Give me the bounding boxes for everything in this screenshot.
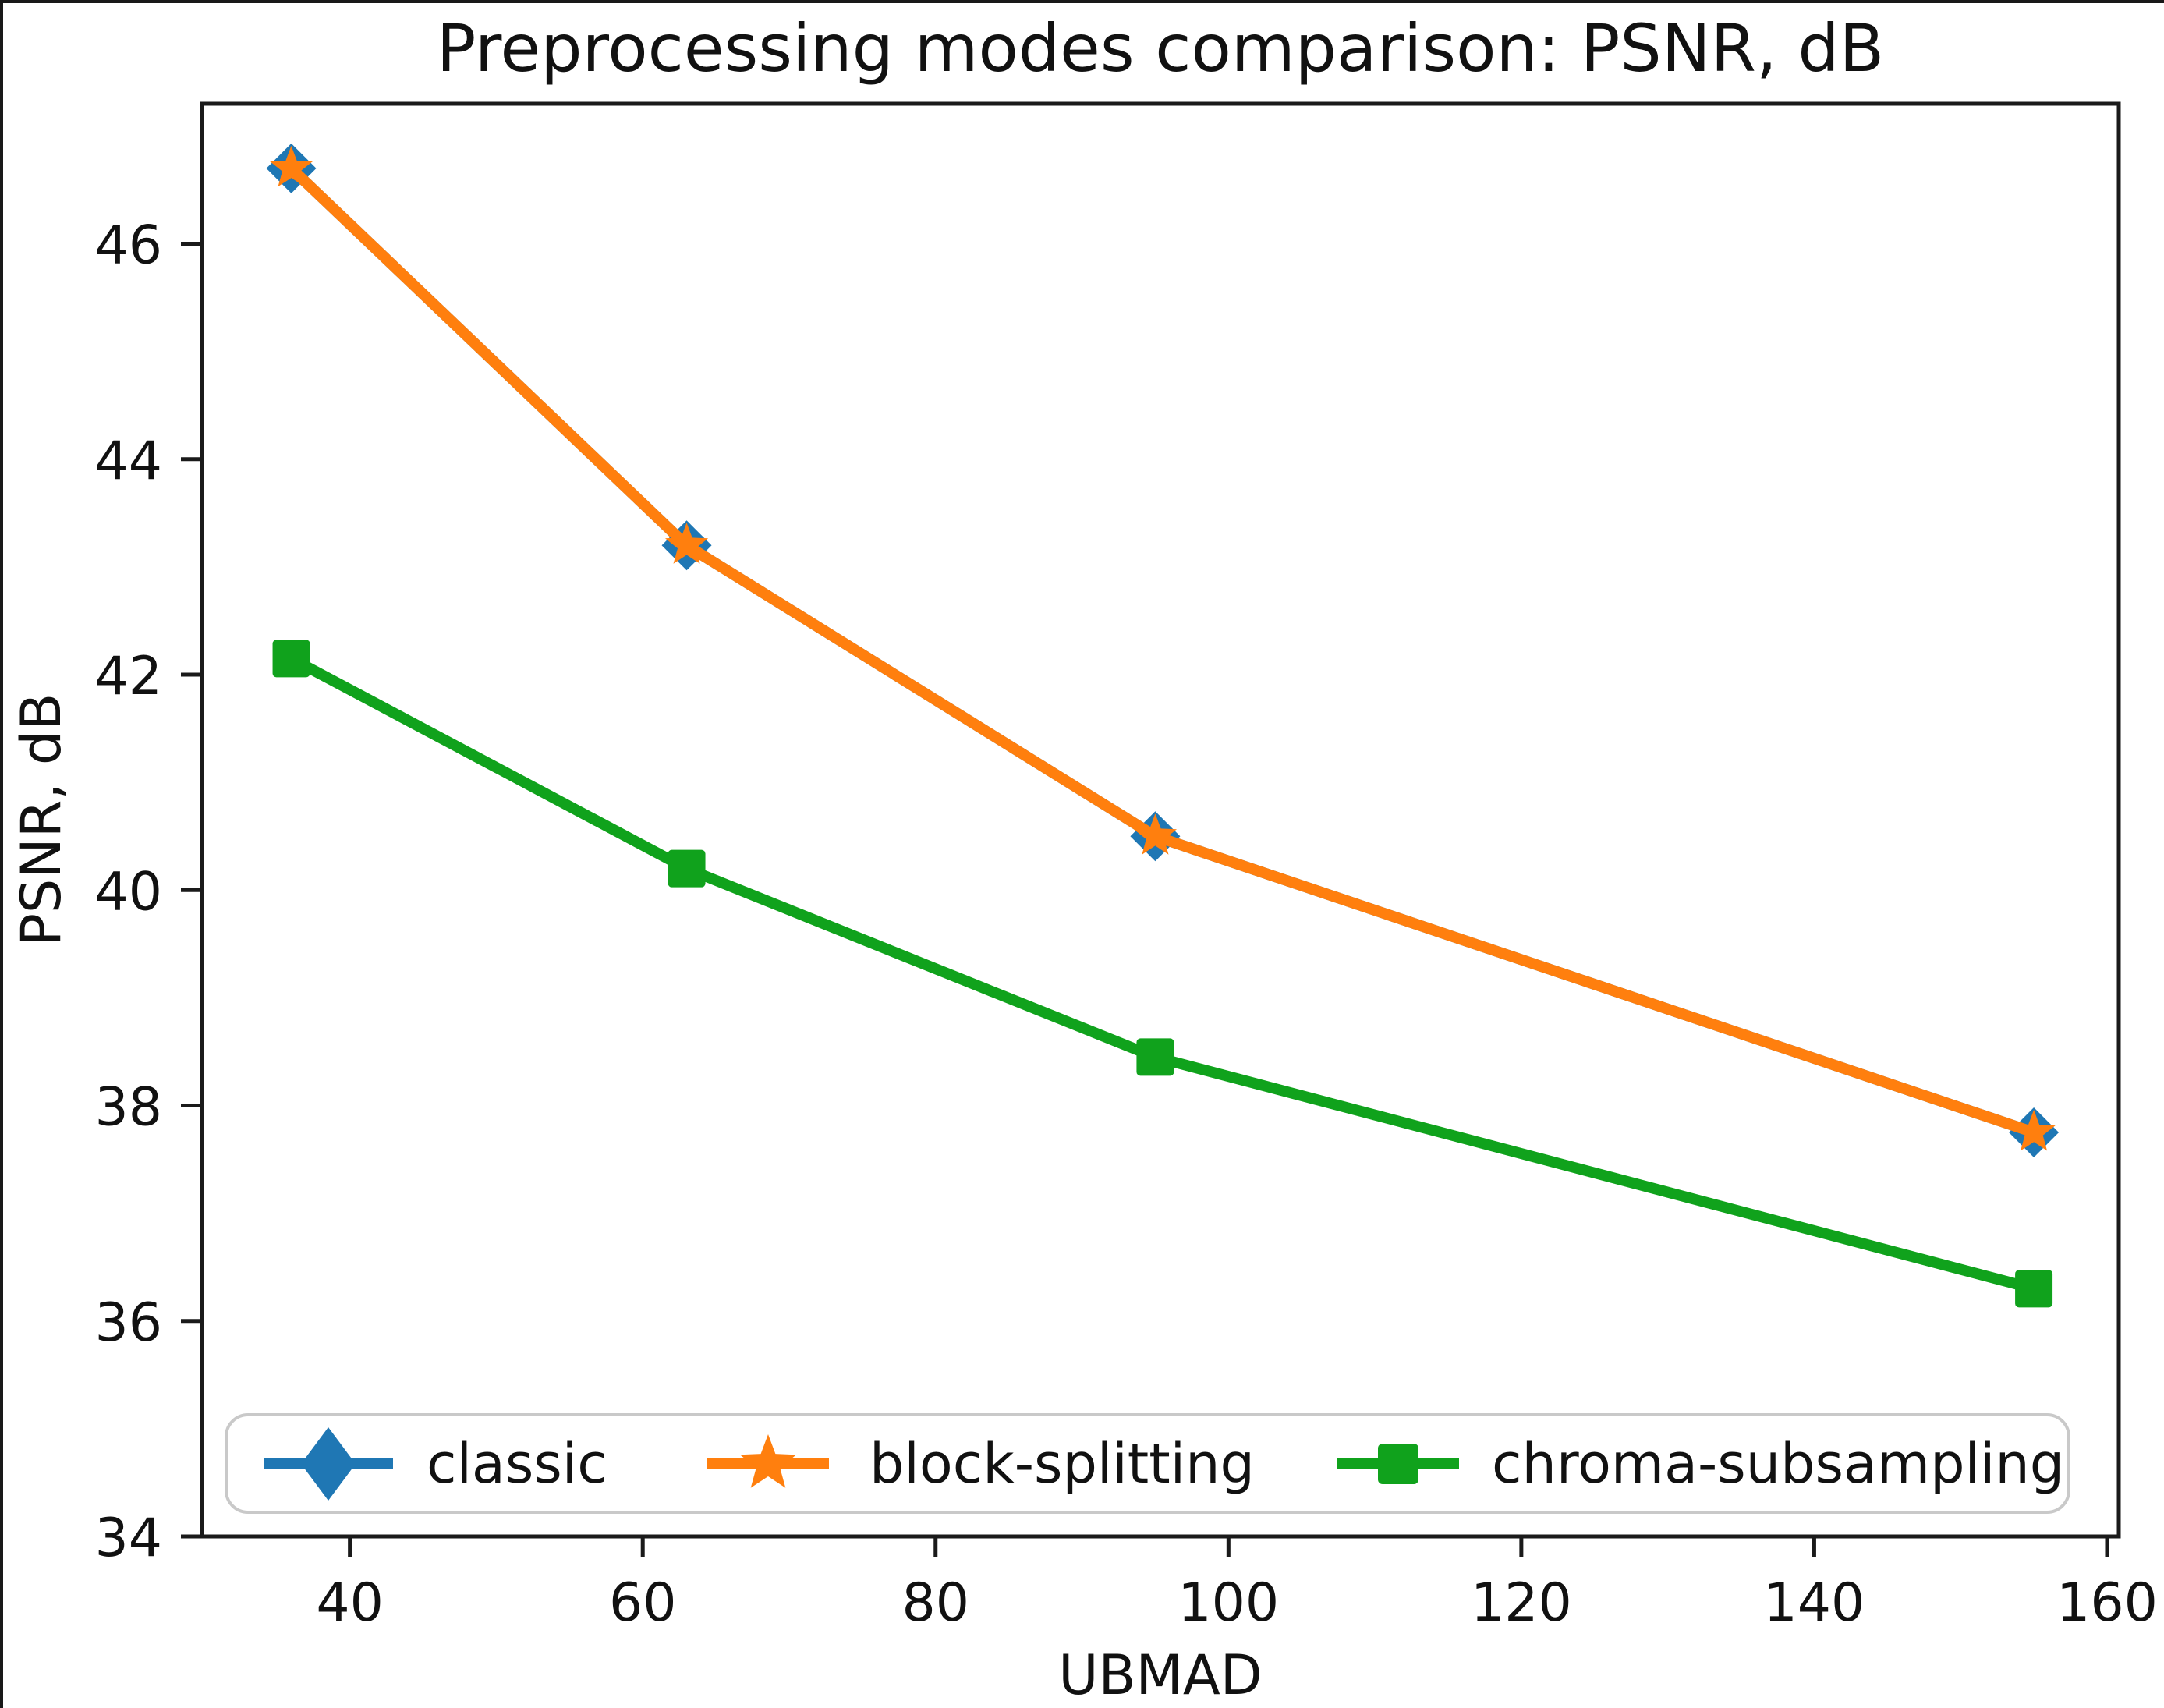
square-icon [1378,1443,1418,1484]
marker-chroma-subsampling-2 [1136,1038,1174,1076]
y-tick-label-44: 44 [94,431,162,492]
x-tick-label-100: 100 [1178,1572,1279,1634]
legend-marker-classic [264,1426,393,1501]
marker-chroma-subsampling-0 [272,640,310,678]
marker-chroma-subsampling-1 [668,849,706,888]
x-tick-label-80: 80 [901,1572,969,1634]
diamond-icon [301,1426,356,1501]
legend-label-block-splitting: block-splitting [869,1431,1255,1496]
marker-block-splitting-2 [1133,813,1177,855]
star-icon [739,1433,797,1488]
x-tick-label-60: 60 [609,1572,677,1634]
marker-block-splitting-0 [270,145,313,187]
y-tick-label-38: 38 [94,1077,162,1139]
legend-box: classic block-splitting chroma-subsampli… [225,1413,2070,1514]
marker-block-splitting-1 [665,523,709,564]
plot-layer: 40 60 80 100 120 140 160 34 36 38 40 42 44 46 [94,101,2158,1634]
screenshot-border-left [0,0,3,1708]
legend-label-chroma-subsampling: chroma-subsampling [1492,1431,2065,1496]
axes-spines [200,101,2121,1539]
x-tick-label-120: 120 [1471,1572,1572,1634]
y-tick-label-34: 34 [94,1508,162,1569]
x-tick-label-140: 140 [1764,1572,1865,1634]
x-tick-label-160: 160 [2056,1572,2158,1634]
y-tick-label-42: 42 [94,646,162,707]
chart-title: Preprocessing modes comparison: PSNR, dB [436,10,1885,87]
y-tick-label-46: 46 [94,215,162,277]
y-axis-label: PSNR, dB [9,693,73,947]
y-tick-label-36: 36 [94,1292,162,1354]
screenshot-border-top [0,0,2164,3]
series-line-block-splitting [285,162,2040,1138]
legend-marker-block-splitting [707,1433,829,1488]
legend-label-classic: classic [427,1431,607,1496]
x-tick-label-40: 40 [316,1572,384,1634]
marker-block-splitting-3 [2012,1110,2056,1151]
y-tick-label-40: 40 [94,861,162,923]
series-line-chroma-subsampling [285,653,2040,1295]
series-line-classic [285,162,2040,1138]
marker-chroma-subsampling-3 [2015,1270,2053,1308]
legend-marker-chroma-subsampling [1337,1443,1459,1484]
x-axis-label: UBMAD [1058,1643,1262,1707]
